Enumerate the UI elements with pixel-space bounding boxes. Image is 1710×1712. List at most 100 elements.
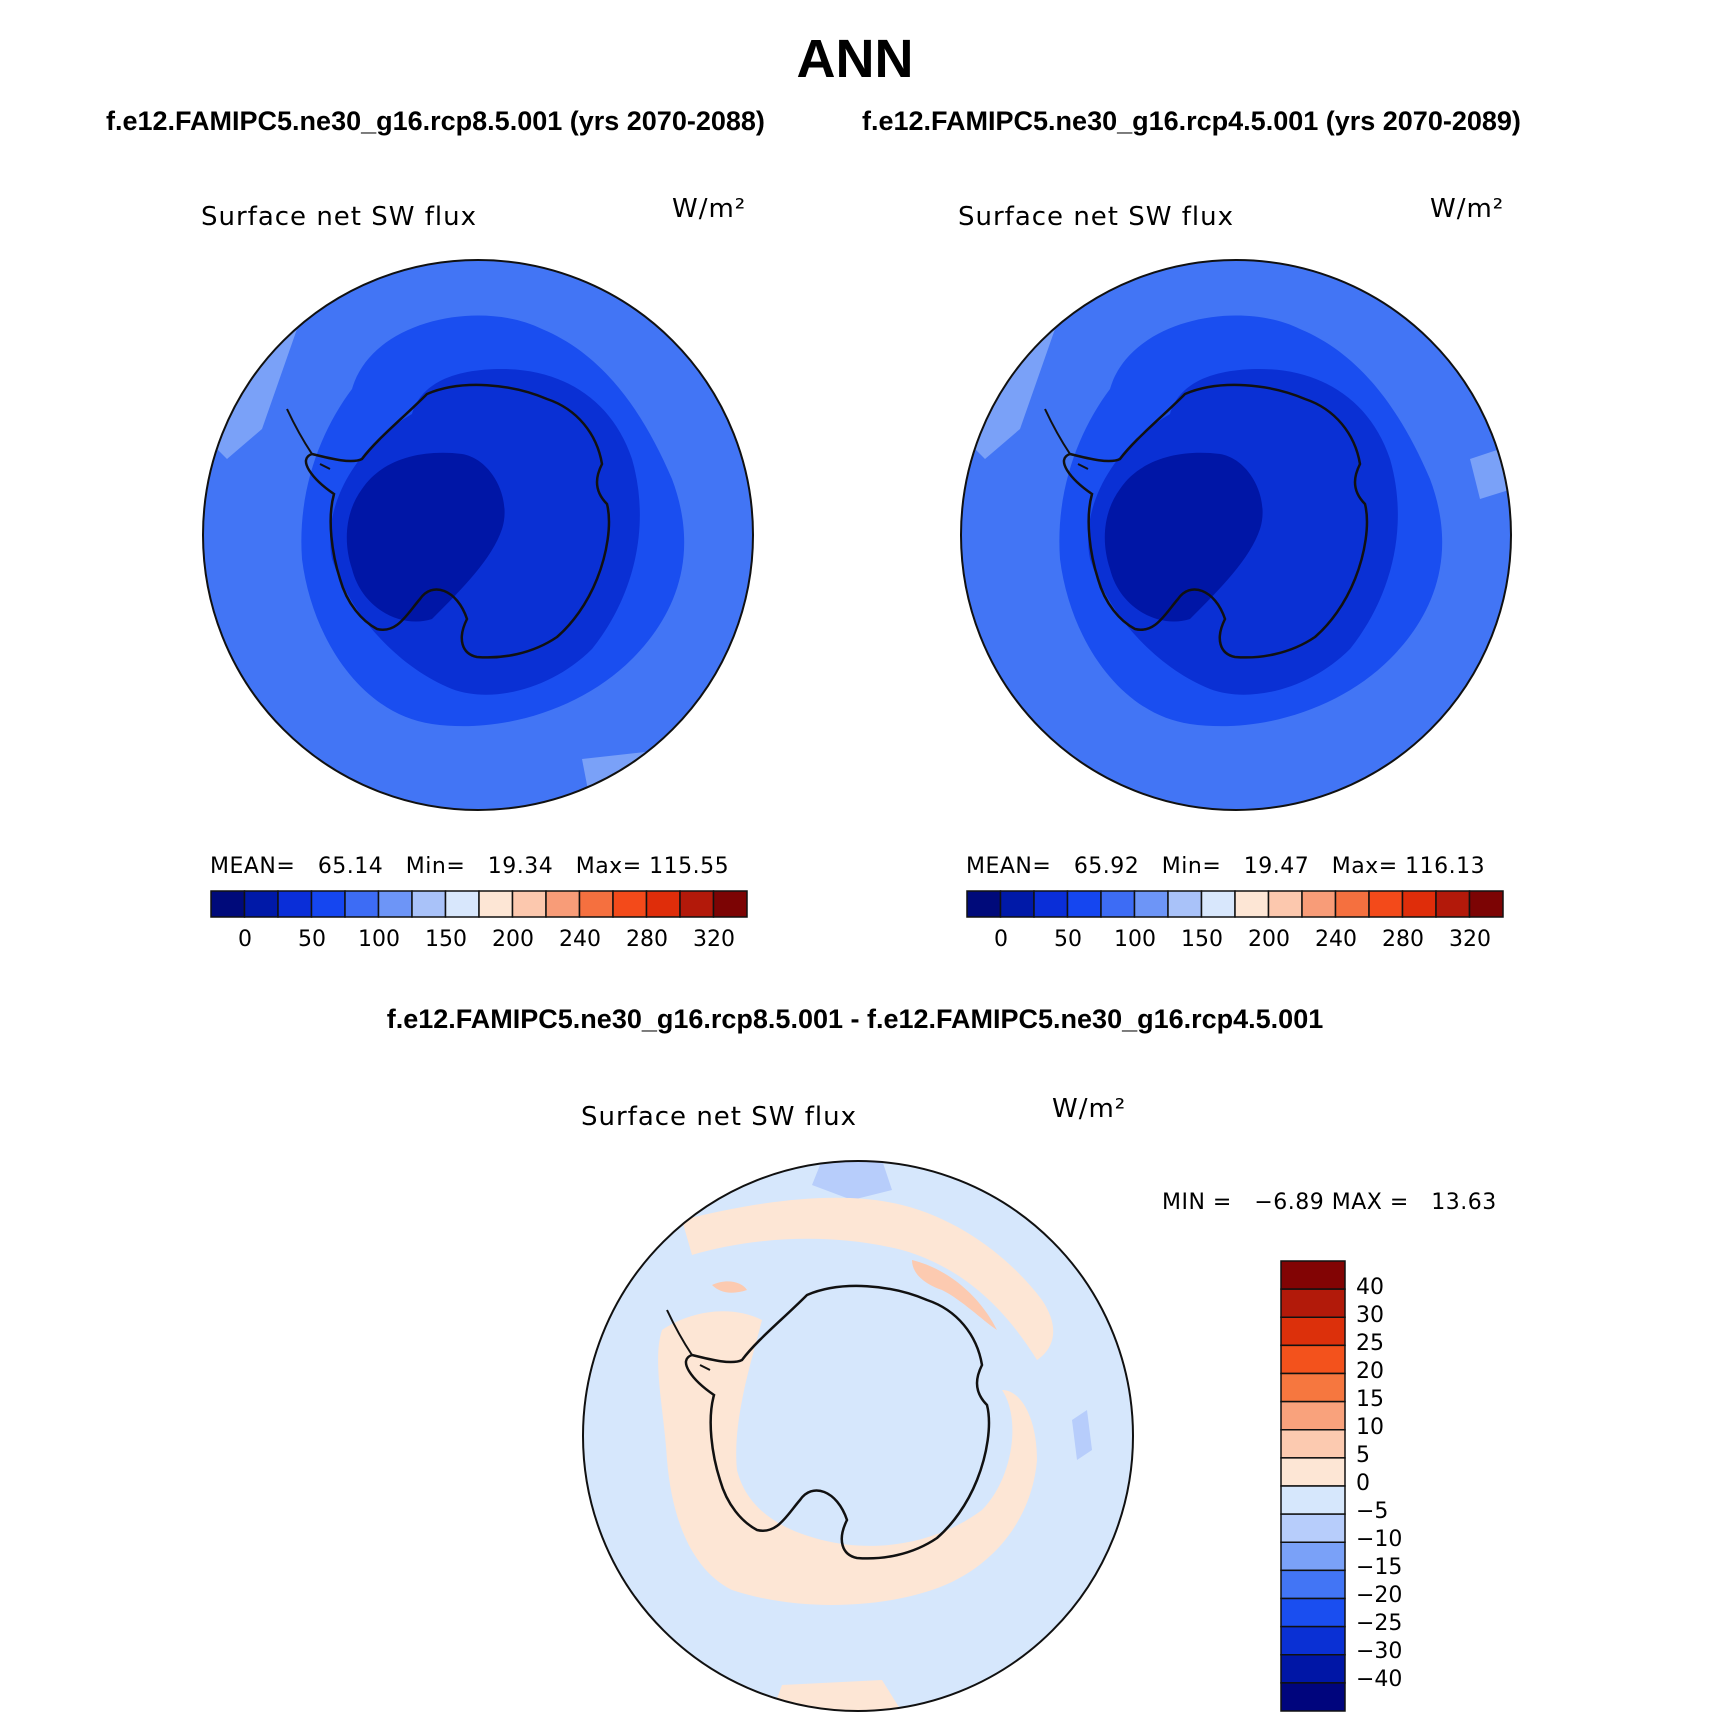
colorbar-tick: 0 <box>1356 1471 1370 1496</box>
colorbar-tick: 280 <box>626 927 668 952</box>
colorbar-swatch <box>1280 1625 1346 1656</box>
colorbar-swatch <box>1167 890 1203 918</box>
colorbar-swatch <box>1280 1457 1346 1487</box>
colorbar-swatch <box>1401 890 1437 918</box>
right-colorbar <box>966 890 1504 918</box>
max-value: 116.13 <box>1405 854 1486 879</box>
colorbar-tick: −25 <box>1356 1611 1403 1636</box>
colorbar-swatch <box>712 890 748 918</box>
colorbar-tick: 100 <box>1114 927 1156 952</box>
colorbar-swatch <box>478 890 514 918</box>
colorbar-tick: 150 <box>425 927 467 952</box>
max-value: 115.55 <box>649 854 730 879</box>
min-label: MIN = <box>1162 1190 1232 1215</box>
antarctica-coastline <box>304 383 611 659</box>
difference-stats: MIN = −6.89 MAX = 13.63 <box>1162 1190 1497 1215</box>
left-panel-stats: MEAN= 65.14 Min= 19.34 Max= 115.55 <box>210 854 729 879</box>
colorbar-swatch <box>377 890 413 918</box>
colorbar-tick: −15 <box>1356 1555 1403 1580</box>
colorbar-tick: 0 <box>994 927 1008 952</box>
colorbar-swatch <box>1280 1429 1346 1459</box>
colorbar-swatch <box>545 890 581 918</box>
left-colorbar-ticks: 0 50 100 150 200 240 280 320 <box>210 927 748 957</box>
colorbar-tick: −20 <box>1356 1583 1403 1608</box>
antarctica-coastline <box>684 1284 991 1560</box>
mean-value: 65.92 <box>1073 854 1140 879</box>
difference-title: f.e12.FAMIPC5.ne30_g16.rcp8.5.001 - f.e1… <box>386 1004 1324 1034</box>
map-boundary <box>202 259 754 811</box>
left-panel-case-title: f.e12.FAMIPC5.ne30_g16.rcp8.5.001 (yrs 2… <box>106 106 765 136</box>
colorbar-swatch <box>1280 1316 1346 1347</box>
left-colorbar <box>210 890 748 918</box>
max-label: MAX = <box>1331 1190 1409 1215</box>
colorbar-swatch <box>1280 1513 1346 1543</box>
colorbar-swatch <box>1033 890 1069 918</box>
colorbar-swatch <box>1280 1541 1346 1572</box>
light-field-patch <box>970 319 1055 459</box>
colorbar-swatch <box>1280 1400 1346 1431</box>
positive-band-north <box>682 1197 1054 1360</box>
colorbar-tick: −10 <box>1356 1527 1403 1552</box>
right-colorbar-ticks: 0 50 100 150 200 240 280 320 <box>966 927 1504 957</box>
ocean-field-band-0-to-minus5 <box>583 1161 1133 1711</box>
right-panel-stats: MEAN= 65.92 Min= 19.47 Max= 116.13 <box>966 854 1485 879</box>
min-label: Min= <box>405 854 466 879</box>
colorbar-swatch <box>1066 890 1102 918</box>
map-boundary <box>582 1160 1134 1712</box>
colorbar-swatch <box>511 890 547 918</box>
min-label: Min= <box>1161 854 1222 879</box>
colorbar-tick: 5 <box>1356 1443 1370 1468</box>
positive-patch-west <box>712 1281 747 1293</box>
antarctic-peninsula-outline <box>286 408 331 470</box>
colorbar-swatch <box>1234 890 1270 918</box>
light-field-patch <box>212 319 297 459</box>
colorbar-tick: 10 <box>1356 1415 1384 1440</box>
colorbar-swatch <box>277 890 313 918</box>
colorbar-swatch <box>1435 890 1471 918</box>
left-panel-variable-label: Surface net SW flux <box>201 202 477 232</box>
mean-label: MEAN= <box>210 854 296 879</box>
right-panel-variable-label: Surface net SW flux <box>958 202 1234 232</box>
colorbar-swatch <box>1100 890 1136 918</box>
colorbar-swatch <box>645 890 681 918</box>
colorbar-swatch <box>1368 890 1404 918</box>
negative-patch-east <box>1072 1410 1092 1460</box>
colorbar-swatch <box>243 890 279 918</box>
colorbar-swatch <box>1200 890 1236 918</box>
colorbar-swatch <box>210 890 246 918</box>
max-label: Max= <box>1331 854 1398 879</box>
positive-patch-south <box>772 1680 902 1711</box>
max-label: Max= <box>575 854 642 879</box>
right-panel-units: W/m² <box>1430 194 1505 224</box>
colorbar-swatch <box>1280 1654 1346 1684</box>
colorbar-tick: 280 <box>1382 927 1424 952</box>
difference-colorbar <box>1280 1260 1346 1712</box>
right-polar-map <box>960 259 1512 811</box>
figure-title: ANN <box>796 29 914 89</box>
colorbar-swatch <box>612 890 648 918</box>
map-boundary <box>960 259 1512 811</box>
colorbar-tick: 240 <box>559 927 601 952</box>
colorbar-swatch <box>1280 1569 1346 1600</box>
difference-units: W/m² <box>1052 1094 1127 1124</box>
colorbar-tick: 200 <box>492 927 534 952</box>
difference-variable-label: Surface net SW flux <box>581 1102 857 1132</box>
colorbar-swatch <box>1280 1260 1346 1290</box>
colorbar-swatch <box>1280 1485 1346 1515</box>
colorbar-swatch <box>1468 890 1504 918</box>
colorbar-tick: 240 <box>1315 927 1357 952</box>
min-value: 19.47 <box>1243 854 1310 879</box>
antarctic-peninsula-outline <box>666 1309 711 1371</box>
colorbar-swatch <box>1334 890 1370 918</box>
colorbar-tick: −40 <box>1356 1667 1403 1692</box>
colorbar-swatch <box>1280 1288 1346 1318</box>
colorbar-tick: 100 <box>358 927 400 952</box>
colorbar-swatch <box>344 890 380 918</box>
colorbar-tick: −5 <box>1356 1499 1389 1524</box>
min-value: −6.89 <box>1254 1190 1325 1215</box>
colorbar-tick: 15 <box>1356 1387 1384 1412</box>
colorbar-swatch <box>966 890 1002 918</box>
colorbar-tick: 0 <box>238 927 252 952</box>
colorbar-swatch <box>1133 890 1169 918</box>
colorbar-swatch <box>578 890 614 918</box>
